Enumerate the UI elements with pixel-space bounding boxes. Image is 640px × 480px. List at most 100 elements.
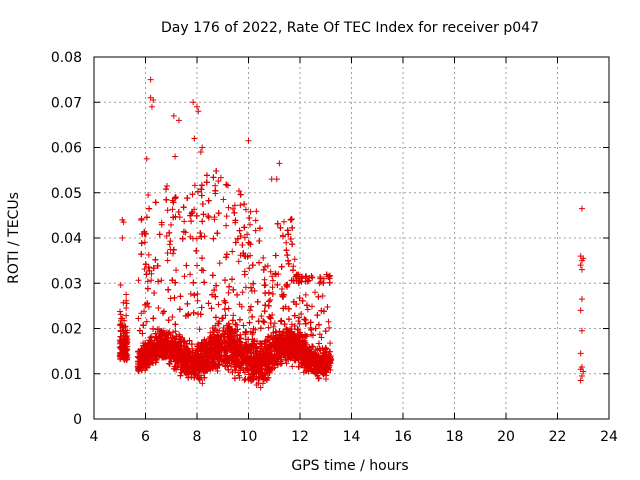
data-point bbox=[273, 337, 280, 344]
data-point bbox=[144, 285, 151, 292]
data-point bbox=[264, 369, 271, 376]
data-point bbox=[315, 293, 322, 300]
data-point bbox=[171, 195, 178, 202]
data-point bbox=[257, 345, 264, 352]
data-point bbox=[155, 305, 162, 312]
data-point bbox=[322, 346, 329, 353]
data-point bbox=[181, 218, 188, 225]
data-point bbox=[225, 289, 232, 296]
data-point bbox=[289, 241, 296, 248]
data-point bbox=[198, 182, 205, 189]
data-point bbox=[256, 225, 263, 232]
data-point bbox=[254, 353, 261, 360]
data-point bbox=[167, 295, 174, 302]
data-point bbox=[210, 174, 217, 181]
data-point bbox=[269, 277, 276, 284]
data-point bbox=[171, 294, 178, 301]
data-point bbox=[209, 291, 216, 298]
data-point bbox=[135, 315, 142, 322]
data-point bbox=[267, 296, 274, 303]
data-point bbox=[142, 339, 149, 346]
data-point bbox=[249, 262, 256, 269]
data-point bbox=[232, 239, 239, 246]
data-point bbox=[315, 365, 322, 372]
data-point bbox=[225, 366, 232, 373]
data-point bbox=[279, 232, 286, 239]
data-point bbox=[289, 363, 296, 370]
data-point bbox=[135, 277, 142, 284]
data-point bbox=[257, 384, 264, 391]
data-point bbox=[118, 339, 125, 346]
data-point bbox=[308, 272, 315, 279]
data-point bbox=[140, 322, 147, 329]
data-point bbox=[298, 275, 305, 282]
data-point bbox=[262, 263, 269, 270]
data-point bbox=[296, 320, 303, 327]
data-point bbox=[327, 340, 334, 347]
data-point bbox=[123, 291, 130, 298]
data-point bbox=[123, 340, 130, 347]
data-point bbox=[148, 277, 155, 284]
data-point bbox=[244, 231, 251, 238]
data-point bbox=[249, 313, 256, 320]
data-point bbox=[139, 330, 146, 337]
data-point bbox=[274, 281, 281, 288]
data-point bbox=[240, 322, 247, 329]
data-point bbox=[166, 229, 173, 236]
data-point bbox=[162, 186, 169, 193]
data-point bbox=[118, 317, 125, 324]
data-point bbox=[165, 317, 172, 324]
data-point bbox=[264, 262, 271, 269]
data-point bbox=[314, 312, 321, 319]
data-points bbox=[116, 76, 587, 391]
data-point bbox=[143, 318, 150, 325]
data-point bbox=[214, 230, 221, 237]
data-point bbox=[200, 211, 207, 218]
data-point bbox=[169, 206, 176, 213]
data-point bbox=[167, 238, 174, 245]
data-point bbox=[260, 318, 267, 325]
data-point bbox=[170, 199, 177, 206]
data-point bbox=[241, 224, 248, 231]
data-point bbox=[117, 321, 124, 328]
data-point bbox=[188, 210, 195, 217]
data-point bbox=[221, 297, 228, 304]
data-point bbox=[163, 233, 170, 240]
data-point bbox=[189, 191, 196, 198]
data-point bbox=[315, 375, 322, 382]
data-point bbox=[183, 262, 190, 269]
data-point bbox=[262, 344, 269, 351]
data-point bbox=[167, 221, 174, 228]
data-point bbox=[169, 250, 176, 257]
data-point bbox=[281, 321, 288, 328]
data-point bbox=[144, 356, 151, 362]
data-point bbox=[268, 365, 275, 372]
data-point bbox=[326, 272, 333, 279]
data-point bbox=[225, 204, 232, 211]
data-point bbox=[229, 369, 236, 376]
data-point bbox=[312, 325, 319, 332]
data-point bbox=[228, 326, 235, 333]
data-point bbox=[316, 331, 323, 338]
data-point bbox=[198, 233, 205, 240]
data-point bbox=[324, 304, 331, 311]
data-point bbox=[222, 312, 229, 319]
data-point bbox=[216, 260, 223, 267]
data-point bbox=[190, 309, 197, 316]
data-point bbox=[210, 235, 217, 242]
data-point bbox=[197, 311, 204, 318]
data-point bbox=[283, 239, 290, 246]
data-point bbox=[152, 359, 159, 366]
data-point bbox=[205, 213, 212, 220]
data-point bbox=[288, 216, 295, 223]
data-point bbox=[261, 371, 268, 378]
data-point bbox=[278, 285, 285, 292]
data-point bbox=[187, 271, 194, 278]
data-point bbox=[270, 341, 277, 348]
data-point bbox=[158, 219, 165, 226]
data-point bbox=[186, 337, 193, 344]
data-point bbox=[171, 335, 178, 342]
data-point bbox=[217, 174, 224, 181]
data-point bbox=[302, 320, 309, 327]
data-point bbox=[236, 187, 243, 194]
